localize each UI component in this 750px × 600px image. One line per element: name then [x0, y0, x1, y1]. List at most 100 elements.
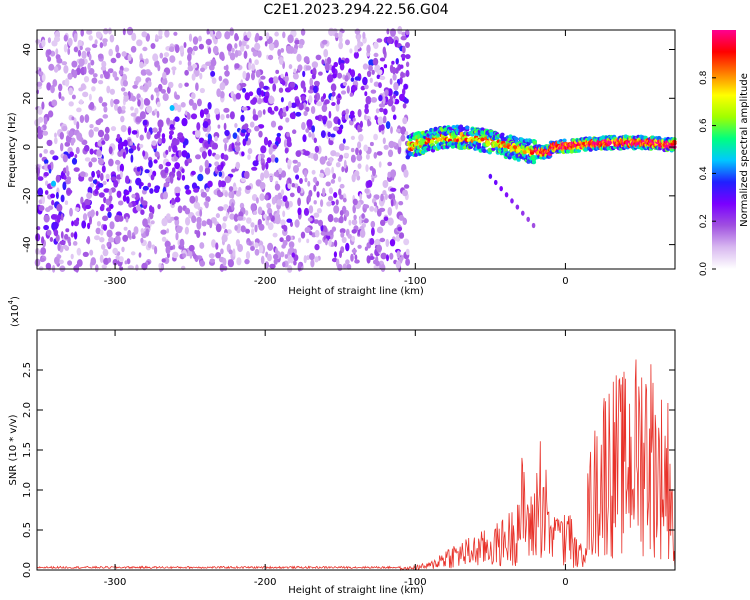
heatmap-cell	[82, 91, 89, 98]
heatmap-cell	[378, 207, 386, 212]
heatmap-cell	[273, 171, 279, 177]
heatmap-cell	[207, 180, 213, 188]
heatmap-cell	[224, 142, 228, 152]
heatmap-cell	[229, 27, 234, 36]
heatmap-cell	[263, 213, 268, 219]
heatmap-cell	[476, 142, 482, 147]
heatmap-cell	[485, 140, 491, 145]
heatmap-cell	[115, 254, 120, 261]
heatmap-cell	[207, 149, 212, 157]
heatmap-cell	[298, 38, 305, 46]
heatmap-cell	[101, 165, 106, 173]
heatmap-cell	[344, 113, 349, 121]
heatmap-x-label: Height of straight line (km)	[288, 286, 424, 297]
heatmap-cell	[316, 191, 320, 198]
heatmap-cell	[174, 44, 180, 53]
heatmap-cell	[222, 216, 228, 222]
heatmap-cell	[255, 69, 261, 78]
heatmap-cell	[241, 151, 245, 157]
heatmap-cell	[371, 69, 375, 75]
heatmap-cell	[320, 130, 326, 139]
heatmap-cell	[393, 82, 399, 91]
heatmap-cell	[292, 159, 298, 164]
heatmap-cell	[224, 129, 230, 137]
heatmap-cell	[251, 47, 255, 53]
heatmap-cell	[181, 117, 188, 127]
heatmap-cell	[169, 130, 174, 136]
heatmap-cell	[333, 205, 340, 214]
heatmap-cell	[240, 225, 246, 233]
heatmap-cell	[162, 191, 168, 200]
heatmap-cell	[376, 244, 382, 253]
heatmap-cell	[110, 98, 114, 108]
heatmap-cell	[227, 259, 234, 268]
heatmap-cell	[193, 201, 201, 209]
heatmap-cell	[226, 114, 230, 119]
heatmap-cell	[324, 62, 330, 71]
heatmap-cell	[224, 176, 231, 184]
heatmap-cell	[294, 219, 300, 228]
heatmap-cell	[361, 213, 365, 219]
heatmap-cell	[319, 172, 325, 178]
heatmap-cell	[315, 115, 320, 121]
heatmap-cell	[363, 204, 370, 209]
heatmap-cell	[355, 147, 359, 156]
heatmap-cell	[382, 180, 389, 188]
heatmap-cell	[504, 192, 509, 198]
heatmap-cell	[252, 97, 258, 104]
heatmap-cell	[194, 129, 201, 138]
colorbar-tick-label: 0.4	[699, 166, 709, 181]
heatmap-cell	[256, 87, 262, 96]
heatmap-cell	[205, 187, 210, 193]
heatmap-cell	[405, 69, 410, 78]
multiplier-close: )	[10, 296, 21, 300]
heatmap-cell	[277, 125, 283, 131]
heatmap-cell	[288, 101, 292, 109]
heatmap-cell	[188, 98, 194, 106]
heatmap-cell	[97, 53, 104, 59]
heatmap-cell	[226, 229, 232, 235]
heatmap-cell	[108, 48, 113, 57]
heatmap-cell	[160, 89, 166, 94]
heatmap-cell	[223, 107, 230, 113]
heatmap-cell	[243, 50, 248, 59]
heatmap-cell	[129, 141, 134, 146]
heatmap-cell	[211, 77, 217, 84]
heatmap-cell	[531, 222, 536, 229]
heatmap-cell	[369, 206, 375, 212]
heatmap-cell	[165, 149, 169, 155]
y-tick-label: -20	[22, 188, 33, 204]
heatmap-cell	[257, 50, 262, 58]
heatmap-cell	[221, 222, 227, 230]
heatmap-cell	[289, 112, 296, 120]
heatmap-cell	[71, 157, 78, 165]
heatmap-cell	[288, 46, 295, 54]
heatmap-cell	[85, 47, 91, 52]
heatmap-cell	[238, 40, 242, 48]
heatmap-cell	[130, 154, 134, 163]
heatmap-cell	[73, 33, 78, 40]
x-tick-label: -300	[104, 276, 127, 287]
chart-title: C2E1.2023.294.22.56.G04	[263, 2, 448, 18]
heatmap-cell	[184, 226, 189, 235]
heatmap-cell	[141, 262, 148, 271]
heatmap-cell	[156, 101, 161, 108]
heatmap-cell	[240, 41, 247, 47]
snr-plot-area	[37, 330, 675, 570]
heatmap-cell	[108, 146, 113, 155]
heatmap-cell	[286, 141, 292, 148]
heatmap-cell	[251, 63, 256, 71]
heatmap-cell	[223, 204, 227, 211]
heatmap-cell	[330, 150, 337, 157]
heatmap-cell	[289, 192, 295, 198]
heatmap-cell	[209, 219, 213, 229]
heatmap-cell	[41, 236, 45, 245]
heatmap-cell	[283, 139, 288, 148]
heatmap-cell	[245, 44, 250, 50]
heatmap-cell	[171, 197, 175, 206]
heatmap-cell	[314, 145, 320, 153]
heatmap-cell	[89, 216, 92, 225]
heatmap-cell	[278, 87, 284, 93]
heatmap-cell	[286, 131, 290, 137]
heatmap-cell	[281, 244, 286, 249]
